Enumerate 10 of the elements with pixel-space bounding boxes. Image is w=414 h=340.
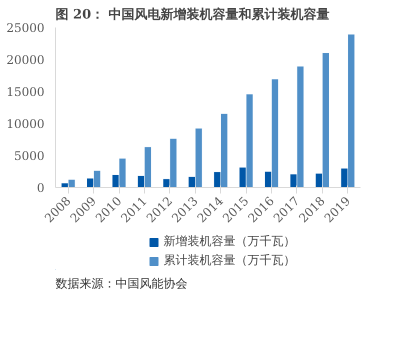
legend-label: 新增装机容量（万千瓦） (164, 233, 296, 250)
y-tick-label: 0 (36, 181, 45, 195)
legend-label: 累计装机容量（万千瓦） (164, 252, 296, 269)
y-tick-label: 5000 (14, 149, 45, 163)
y-tick-label: 10000 (6, 117, 45, 131)
source-note: 数据来源：中国风能协会 (56, 276, 188, 290)
y-tick-label: 15000 (6, 85, 45, 99)
chart-title: 图 20： 中国风电新增装机容量和累计装机容量 (56, 6, 330, 22)
y-tick-label: 20000 (6, 53, 45, 67)
y-tick-label: 25000 (6, 21, 45, 35)
